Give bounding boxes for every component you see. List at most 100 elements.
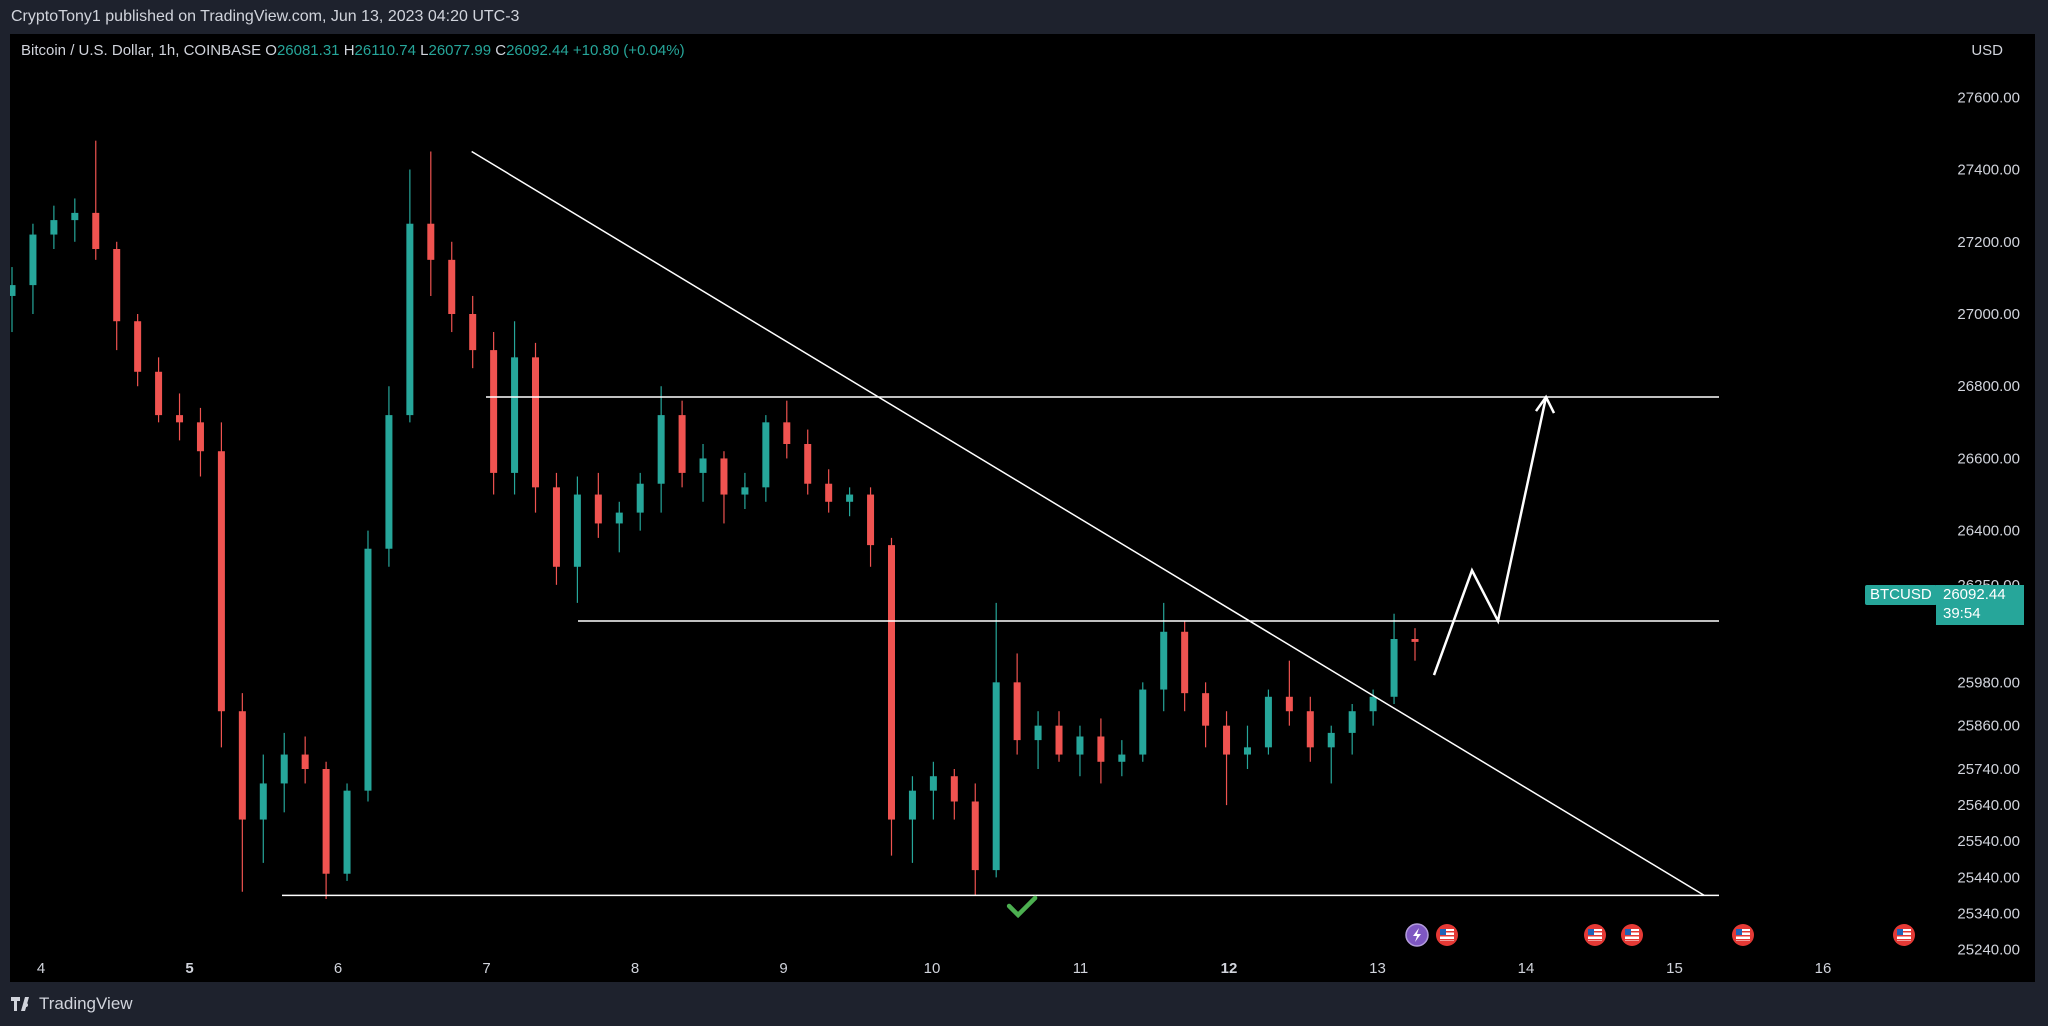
flag-stripe bbox=[1736, 935, 1750, 937]
candle bbox=[1118, 740, 1126, 777]
candle bbox=[29, 223, 37, 314]
candlestick-series bbox=[10, 140, 1419, 899]
candle-body bbox=[176, 415, 184, 423]
candle-body bbox=[573, 494, 581, 567]
candle bbox=[594, 472, 602, 538]
price-tick-label: 26400.00 bbox=[1957, 523, 2020, 540]
low-label: L bbox=[420, 42, 429, 59]
date-tick-label: 12 bbox=[1221, 960, 1238, 977]
candle bbox=[678, 400, 686, 488]
flag-canton bbox=[1588, 929, 1594, 935]
candle bbox=[552, 472, 560, 585]
candle bbox=[1181, 620, 1189, 712]
candle-body bbox=[1034, 725, 1042, 741]
candle bbox=[364, 530, 372, 802]
price-tick-label: 25640.00 bbox=[1957, 797, 2020, 814]
last-price-tag: 26092.44 39:54 bbox=[1936, 585, 2024, 625]
flag-stripe bbox=[1736, 939, 1750, 941]
flag-stripe bbox=[1440, 939, 1454, 941]
candle-body bbox=[29, 234, 37, 286]
flag-stripe bbox=[1588, 939, 1602, 941]
symbol-tag: BTCUSD bbox=[1865, 585, 1937, 605]
candle bbox=[301, 736, 309, 784]
candle bbox=[1390, 613, 1398, 704]
projection-path[interactable] bbox=[1432, 396, 1548, 676]
candle bbox=[427, 151, 435, 296]
candle bbox=[406, 169, 414, 423]
date-tick-label: 7 bbox=[482, 960, 490, 977]
flag-stripe bbox=[1440, 935, 1454, 937]
candle bbox=[1202, 682, 1210, 748]
check-icon bbox=[1006, 895, 1038, 919]
candle-body bbox=[92, 212, 100, 249]
drawings-layer bbox=[282, 150, 1719, 919]
lightning-icon[interactable] bbox=[1405, 923, 1429, 947]
candle-body bbox=[929, 776, 937, 791]
candle-body bbox=[762, 422, 770, 488]
price-axis: 27600.00 27400.00 27200.00 27000.00 26800.00… bbox=[1957, 89, 2020, 958]
open-label: O bbox=[265, 42, 277, 59]
footer: TradingView bbox=[0, 982, 2048, 1026]
descending-trendline[interactable] bbox=[471, 150, 1705, 897]
candle bbox=[1306, 696, 1314, 762]
chart-pane[interactable]: 27600.00 27400.00 27200.00 27000.00 26800.00… bbox=[10, 34, 2035, 982]
candle bbox=[615, 501, 623, 553]
price-tick-label: 25740.00 bbox=[1957, 761, 2020, 778]
us-flag-icon[interactable] bbox=[1732, 924, 1754, 946]
date-tick-label: 15 bbox=[1666, 960, 1683, 977]
candle-body bbox=[532, 357, 540, 488]
us-flag-icon[interactable] bbox=[1621, 924, 1643, 946]
us-flag-icon[interactable] bbox=[1584, 924, 1606, 946]
close-value: 26092.44 bbox=[506, 42, 569, 59]
price-tick-label: 25440.00 bbox=[1957, 869, 2020, 886]
candle-body bbox=[1243, 747, 1251, 755]
candle bbox=[10, 267, 16, 333]
candle-body bbox=[364, 548, 372, 791]
candle-body bbox=[825, 483, 833, 502]
candle bbox=[511, 321, 519, 495]
candle-body bbox=[657, 415, 665, 484]
candle-body bbox=[71, 212, 79, 221]
candle-body bbox=[804, 444, 812, 484]
candle-body bbox=[385, 415, 393, 549]
candle bbox=[950, 769, 958, 820]
candle bbox=[176, 393, 184, 441]
date-tick-label: 10 bbox=[924, 960, 941, 977]
events-row bbox=[1405, 923, 1915, 947]
candle-body bbox=[1411, 639, 1419, 642]
close-label: C bbox=[495, 42, 507, 59]
lightning-bolt bbox=[1413, 928, 1421, 942]
us-flag-icon[interactable] bbox=[1893, 924, 1915, 946]
candle bbox=[573, 476, 581, 603]
candle-body bbox=[50, 220, 58, 235]
price-tick-label: 25860.00 bbox=[1957, 718, 2020, 735]
flag-canton bbox=[1897, 929, 1903, 935]
candle bbox=[71, 198, 79, 242]
candle bbox=[1285, 660, 1293, 726]
candle-body bbox=[238, 711, 246, 820]
candle bbox=[804, 429, 812, 495]
us-flag-icon[interactable] bbox=[1436, 924, 1458, 946]
currency-label[interactable]: USD bbox=[1971, 42, 2003, 59]
candle-body bbox=[1264, 696, 1272, 748]
candle bbox=[1223, 711, 1231, 806]
candle bbox=[385, 386, 393, 567]
candle bbox=[741, 472, 749, 509]
candle-body bbox=[1327, 732, 1335, 748]
candle-body bbox=[1285, 696, 1293, 712]
candle-body bbox=[427, 223, 435, 260]
candle-body bbox=[1013, 682, 1021, 741]
tradingview-brand[interactable]: TradingView bbox=[11, 994, 133, 1014]
flag-canton bbox=[1736, 929, 1742, 935]
chart-canvas[interactable]: 27600.00 27400.00 27200.00 27000.00 26800.00… bbox=[10, 34, 2035, 982]
candle-body bbox=[720, 458, 728, 495]
candle bbox=[134, 314, 142, 387]
flag-stripe bbox=[1625, 939, 1639, 941]
price-tick-label: 27400.00 bbox=[1957, 162, 2020, 179]
high-label: H bbox=[343, 42, 355, 59]
candle bbox=[448, 241, 456, 333]
price-tick-label: 26600.00 bbox=[1957, 450, 2020, 467]
candle-body bbox=[846, 494, 854, 502]
candle-body bbox=[1160, 631, 1168, 690]
date-tick-label: 11 bbox=[1073, 960, 1089, 977]
